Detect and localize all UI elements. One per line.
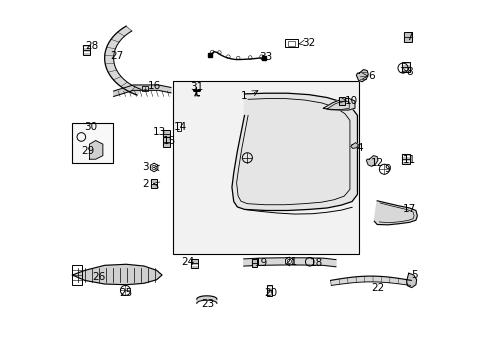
Text: 28: 28	[85, 41, 99, 50]
Text: 27: 27	[110, 51, 123, 61]
Polygon shape	[373, 201, 416, 225]
Bar	[401, 154, 409, 164]
Text: 1: 1	[241, 91, 247, 101]
Polygon shape	[104, 26, 141, 95]
Polygon shape	[89, 140, 102, 159]
Text: 31: 31	[190, 82, 203, 92]
Polygon shape	[285, 257, 292, 266]
Text: 14: 14	[174, 122, 187, 132]
Text: 9: 9	[384, 164, 390, 174]
Bar	[172, 81, 359, 253]
Bar	[177, 122, 181, 131]
Polygon shape	[330, 276, 410, 285]
Text: 24: 24	[181, 257, 194, 267]
Bar	[191, 258, 197, 268]
Text: 30: 30	[84, 122, 98, 132]
Polygon shape	[113, 85, 171, 96]
Text: 12: 12	[370, 158, 383, 168]
Text: 5: 5	[411, 270, 417, 280]
Text: 4: 4	[355, 143, 362, 153]
Bar	[163, 137, 169, 147]
Bar	[72, 265, 82, 285]
Bar	[83, 45, 90, 55]
Bar	[403, 32, 411, 42]
Bar	[285, 39, 298, 46]
Text: 20: 20	[263, 288, 276, 298]
Bar	[163, 130, 169, 138]
Polygon shape	[244, 258, 335, 267]
Text: 8: 8	[406, 67, 412, 77]
Text: 32: 32	[302, 38, 315, 48]
Polygon shape	[366, 156, 377, 166]
Text: 18: 18	[309, 258, 322, 268]
Text: 13: 13	[152, 127, 165, 136]
Text: 6: 6	[368, 71, 374, 81]
Bar	[142, 86, 147, 91]
Bar	[287, 41, 295, 45]
Text: 16: 16	[148, 81, 161, 91]
Text: 10: 10	[344, 96, 357, 106]
Polygon shape	[350, 143, 358, 148]
Polygon shape	[72, 264, 162, 285]
Text: 33: 33	[259, 52, 272, 62]
Text: 11: 11	[402, 155, 415, 165]
Text: 26: 26	[92, 272, 106, 282]
Polygon shape	[323, 98, 354, 110]
Text: 2: 2	[142, 179, 149, 189]
Text: 23: 23	[201, 299, 214, 309]
Text: 15: 15	[162, 136, 176, 146]
Polygon shape	[406, 273, 416, 288]
Bar	[72, 123, 113, 163]
Bar	[339, 97, 344, 105]
Text: 3: 3	[142, 162, 149, 172]
Polygon shape	[196, 296, 217, 303]
Polygon shape	[231, 93, 357, 211]
Text: 21: 21	[283, 257, 296, 267]
Text: 22: 22	[370, 283, 384, 293]
Text: 25: 25	[119, 288, 132, 298]
Bar	[151, 179, 157, 188]
Polygon shape	[150, 163, 158, 172]
Text: 7: 7	[406, 32, 412, 41]
Bar	[401, 62, 409, 72]
Polygon shape	[356, 69, 367, 82]
Text: 19: 19	[255, 258, 268, 268]
Text: 17: 17	[402, 204, 415, 215]
Bar	[251, 259, 257, 267]
Text: 29: 29	[81, 145, 94, 156]
Bar	[266, 285, 271, 296]
